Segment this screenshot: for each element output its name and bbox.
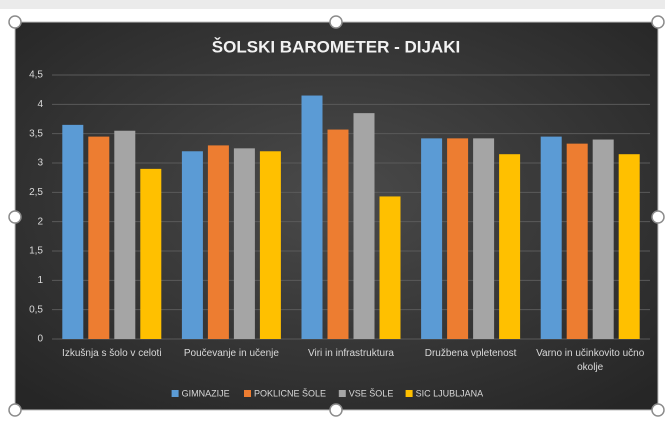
bar <box>499 154 521 339</box>
y-tick-label: 0,5 <box>29 304 43 315</box>
x-tick-label: Izkušnja s šolo v celoti <box>62 348 162 359</box>
toolbar-strip <box>0 0 665 9</box>
resize-handle[interactable] <box>651 15 665 29</box>
legend-label: VSE ŠOLE <box>349 388 394 398</box>
resize-handle[interactable] <box>329 15 343 29</box>
bar <box>421 138 443 339</box>
bar <box>233 148 255 339</box>
resize-handle[interactable] <box>8 403 22 417</box>
bar <box>566 143 588 339</box>
x-tick-label: Poučevanje in učenje <box>183 348 279 359</box>
bar <box>301 95 323 340</box>
y-tick-label: 1 <box>37 275 43 286</box>
legend-swatch <box>338 390 346 397</box>
bar <box>62 124 84 339</box>
resize-handle[interactable] <box>651 210 665 224</box>
legend-label: SIC LJUBLJANA <box>416 388 484 398</box>
x-tick-label: Družbena vpletenost <box>424 348 517 359</box>
y-tick-label: 2 <box>37 216 43 227</box>
y-tick-label: 2,5 <box>29 187 43 198</box>
legend-swatch <box>405 390 413 397</box>
y-tick-label: 3,5 <box>29 128 43 139</box>
bar <box>540 136 562 339</box>
legend-label: GIMNAZIJE <box>182 388 230 398</box>
y-tick-label: 0 <box>37 334 43 345</box>
bar <box>88 136 110 339</box>
chart-title: ŠOLSKI BAROMETER - DIJAKI <box>212 37 460 56</box>
bar <box>181 151 203 339</box>
bar <box>140 168 162 339</box>
bar <box>259 151 281 339</box>
bar <box>353 113 375 339</box>
resize-handle[interactable] <box>651 403 665 417</box>
bar <box>447 138 469 339</box>
y-tick-label: 1,5 <box>29 246 43 257</box>
bar <box>379 196 401 339</box>
bar <box>473 138 495 339</box>
legend-swatch <box>244 390 251 397</box>
bar <box>592 139 614 339</box>
bar <box>327 129 349 339</box>
y-tick-label: 4 <box>37 99 43 110</box>
x-tick-label: Viri in infrastruktura <box>308 348 394 359</box>
bar <box>618 154 640 339</box>
legend-label: POKLICNE ŠOLE <box>254 388 326 398</box>
bar <box>207 145 229 339</box>
resize-handle[interactable] <box>8 15 22 29</box>
y-tick-label: 3 <box>37 158 43 169</box>
bar <box>114 130 136 339</box>
y-tick-label: 4,5 <box>29 70 43 81</box>
resize-handle[interactable] <box>329 403 343 417</box>
resize-handle[interactable] <box>8 210 22 224</box>
x-tick-label: Varno in učinkovito učno okolje <box>536 348 645 373</box>
legend-swatch <box>171 390 179 397</box>
